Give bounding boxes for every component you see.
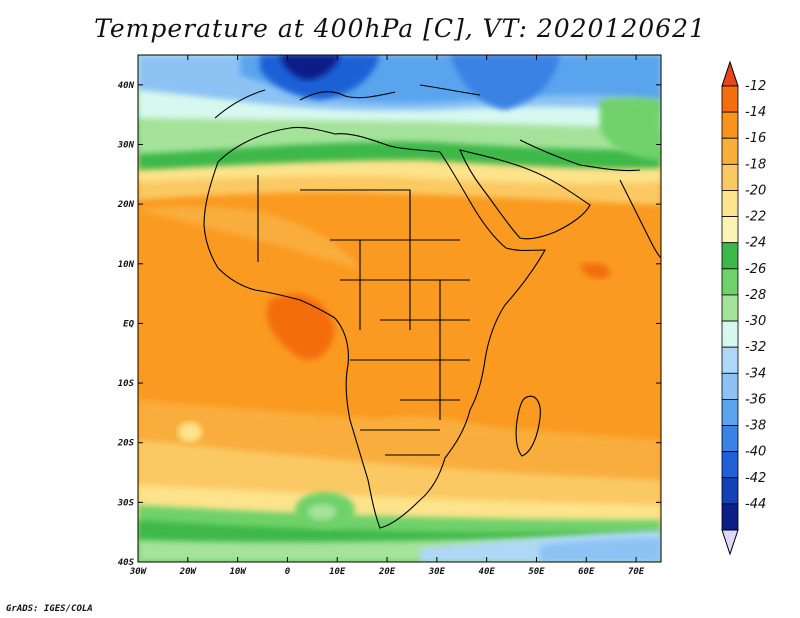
colorbar-level-label: -32 (745, 340, 766, 355)
map-frame (137, 54, 662, 563)
y-tick-label: 10S (118, 379, 135, 389)
x-tick-label: 20E (378, 567, 396, 577)
y-tick-label: EQ (123, 319, 134, 329)
x-tick-label: 30W (129, 567, 148, 577)
colorbar-bottom-arrow (721, 529, 739, 556)
map-title: Temperature at 400hPa [C], VT: 202012062… (94, 14, 706, 43)
colorbar-bin (721, 503, 739, 531)
colorbar-level-label: -34 (745, 366, 766, 381)
temperature-field (138, 55, 661, 562)
colorbar-level-label: -20 (745, 183, 766, 198)
colorbar-level-label: -16 (745, 131, 766, 146)
x-tick-label: 60E (578, 567, 595, 577)
coastlines (203, 84, 661, 529)
y-tick-label: 20N (117, 200, 135, 210)
colorbar-level-label: -40 (745, 445, 766, 460)
colorbar-level-label: -28 (745, 288, 766, 303)
colorbar-level-label: -24 (745, 236, 766, 251)
colorbar-bin (721, 451, 739, 479)
y-tick-label: 30N (117, 140, 135, 150)
colorbar-level-label: -14 (745, 105, 766, 120)
x-tick-label: 10E (329, 567, 346, 577)
colorbar-bin (721, 216, 739, 244)
colorbar-bin (721, 137, 739, 165)
colorbar-bin (721, 399, 739, 426)
colorbar-bin (721, 320, 739, 348)
colorbar: -12 -14 -16 -18 -20 -22 -24 -26 -28 -30 -32 -34 -36 -… (721, 60, 766, 556)
y-tick-label: 40N (118, 81, 135, 91)
colorbar-level-label: -42 (745, 471, 766, 486)
colorbar-bin (721, 294, 739, 322)
colorbar-bin (721, 477, 739, 505)
colorbar-bin (721, 346, 739, 374)
colorbar-bin (721, 85, 739, 113)
y-tick-label: 10N (118, 260, 135, 270)
colorbar-top-arrow (721, 60, 739, 87)
x-axis: 30W 20W 10W 0 10E 20E 30E 40E 50E 60E 70E (129, 55, 645, 577)
colorbar-bin (721, 372, 739, 400)
y-axis: 40N 30N 20N 10N EQ 10S 20S 30S 40S (117, 81, 661, 568)
colorbar-level-label: -38 (745, 419, 766, 434)
x-tick-label: 10W (229, 567, 247, 577)
y-tick-label: 20S (117, 439, 135, 449)
y-tick-label: 30S (117, 498, 135, 508)
x-tick-label: 0 (285, 567, 291, 577)
colorbar-bin (721, 111, 739, 139)
colorbar-level-label: -26 (745, 262, 766, 277)
colorbar-bin (721, 163, 739, 191)
footer-credit: GrADS: IGES/COLA (6, 604, 93, 614)
y-tick-label: 40S (118, 558, 135, 568)
x-tick-label: 40E (479, 567, 496, 577)
x-tick-label: 30E (428, 567, 446, 577)
colorbar-bin (721, 242, 739, 270)
colorbar-level-label: -36 (745, 392, 766, 407)
colorbar-level-label: -30 (745, 314, 766, 329)
colorbar-level-label: -12 (745, 79, 766, 94)
colorbar-level-label: -22 (745, 210, 766, 225)
x-tick-label: 20W (179, 567, 198, 577)
colorbar-bin (721, 268, 739, 296)
colorbar-level-label: -44 (745, 497, 766, 512)
x-tick-label: 70E (628, 567, 645, 577)
colorbar-bin (721, 425, 739, 453)
x-tick-label: 50E (528, 567, 545, 577)
colorbar-level-label: -18 (745, 157, 766, 172)
colorbar-bin (721, 190, 739, 217)
